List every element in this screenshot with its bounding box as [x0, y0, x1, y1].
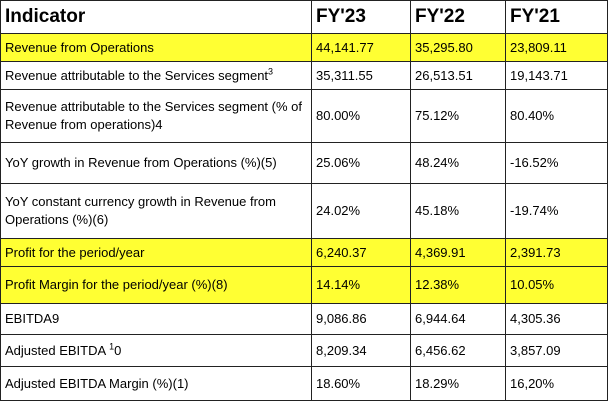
value-fy23: 9,086.86	[311, 303, 411, 335]
footnote-marker: 1	[109, 341, 115, 352]
value-fy21: 19,143.71	[505, 61, 608, 90]
value-fy23: 14.14%	[311, 266, 411, 304]
row-label: Revenue from Operations	[0, 33, 312, 62]
row-label: YoY growth in Revenue from Operations (%…	[0, 142, 312, 184]
footnote-marker: 3	[268, 66, 274, 77]
row-label-suffix: 0	[114, 342, 122, 358]
row-label: Revenue attributable to the Services seg…	[0, 61, 312, 90]
row-label: Adjusted EBITDA Margin (%)(1)	[0, 366, 312, 401]
value-fy23: 8,209.34	[311, 334, 411, 367]
value-fy22: 45.18%	[410, 183, 506, 239]
row-label: Revenue attributable to the Services seg…	[0, 89, 312, 143]
row-yoy-cc-growth: YoY constant currency growth in Revenue …	[0, 183, 608, 239]
row-adjusted-ebitda-margin: Adjusted EBITDA Margin (%)(1) 18.60% 18.…	[0, 366, 608, 401]
row-label: EBITDA9	[0, 303, 312, 335]
row-profit-margin: Profit Margin for the period/year (%)(8)…	[0, 266, 608, 304]
financial-indicators-table: Indicator FY'23 FY'22 FY'21 Revenue from…	[0, 0, 608, 401]
row-ebitda: EBITDA9 9,086.86 6,944.64 4,305.36	[0, 303, 608, 335]
value-fy22: 26,513.51	[410, 61, 506, 90]
row-adjusted-ebitda: Adjusted EBITDA 10 8,209.34 6,456.62 3,8…	[0, 334, 608, 367]
header-indicator: Indicator	[0, 0, 312, 34]
value-fy21: 80.40%	[505, 89, 608, 143]
value-fy21: -19.74%	[505, 183, 608, 239]
value-fy22: 12.38%	[410, 266, 506, 304]
value-fy23: 6,240.37	[311, 238, 411, 267]
header-fy22: FY'22	[410, 0, 506, 34]
value-fy21: 4,305.36	[505, 303, 608, 335]
row-revenue-from-operations: Revenue from Operations 44,141.77 35,295…	[0, 33, 608, 62]
header-fy21: FY'21	[505, 0, 608, 34]
row-label: Adjusted EBITDA 10	[0, 334, 312, 367]
row-yoy-growth: YoY growth in Revenue from Operations (%…	[0, 142, 608, 184]
value-fy21: 16,20%	[505, 366, 608, 401]
row-services-revenue-pct: Revenue attributable to the Services seg…	[0, 89, 608, 143]
row-services-revenue: Revenue attributable to the Services seg…	[0, 61, 608, 90]
value-fy22: 6,944.64	[410, 303, 506, 335]
value-fy22: 35,295.80	[410, 33, 506, 62]
row-label-text: Adjusted EBITDA	[5, 342, 110, 358]
value-fy23: 18.60%	[311, 366, 411, 401]
row-label: Profit Margin for the period/year (%)(8)	[0, 266, 312, 304]
value-fy23: 24.02%	[311, 183, 411, 239]
row-profit: Profit for the period/year 6,240.37 4,36…	[0, 238, 608, 267]
value-fy21: 3,857.09	[505, 334, 608, 367]
value-fy22: 75.12%	[410, 89, 506, 143]
value-fy23: 80.00%	[311, 89, 411, 143]
table-header-row: Indicator FY'23 FY'22 FY'21	[0, 0, 608, 34]
value-fy23: 44,141.77	[311, 33, 411, 62]
value-fy21: 10.05%	[505, 266, 608, 304]
value-fy22: 18.29%	[410, 366, 506, 401]
row-label: YoY constant currency growth in Revenue …	[0, 183, 312, 239]
value-fy21: 2,391.73	[505, 238, 608, 267]
value-fy22: 6,456.62	[410, 334, 506, 367]
row-label: Profit for the period/year	[0, 238, 312, 267]
value-fy23: 25.06%	[311, 142, 411, 184]
value-fy22: 48.24%	[410, 142, 506, 184]
value-fy21: -16.52%	[505, 142, 608, 184]
value-fy22: 4,369.91	[410, 238, 506, 267]
value-fy21: 23,809.11	[505, 33, 608, 62]
value-fy23: 35,311.55	[311, 61, 411, 90]
row-label-text: Revenue attributable to the Services seg…	[5, 67, 269, 83]
header-fy23: FY'23	[311, 0, 411, 34]
